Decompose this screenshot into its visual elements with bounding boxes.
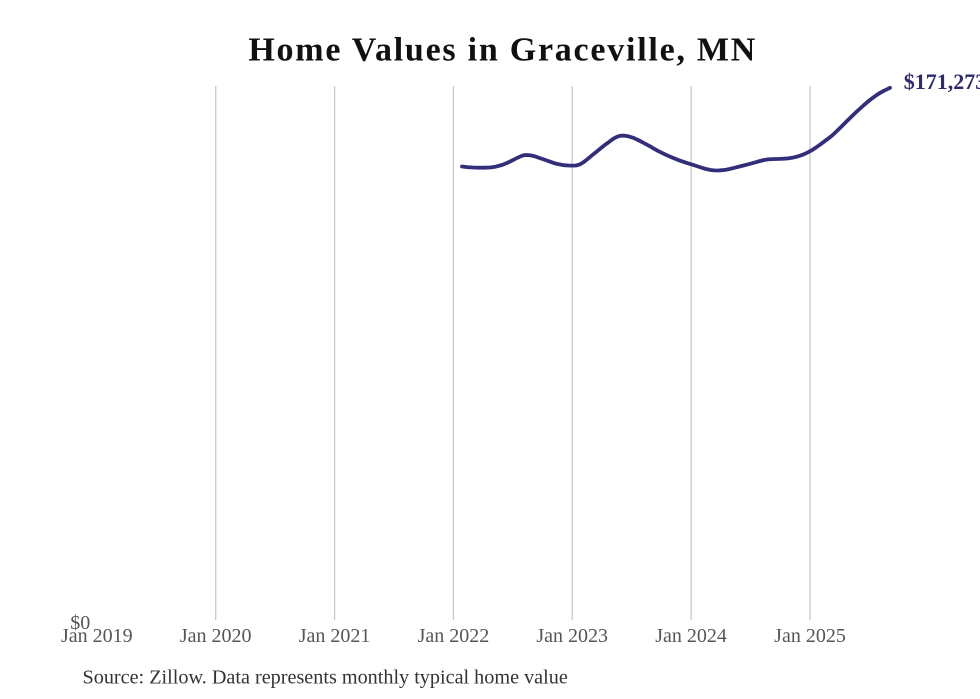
svg-text:Home Values in Graceville, MN: Home Values in Graceville, MN xyxy=(248,32,757,69)
svg-text:Jan 2021: Jan 2021 xyxy=(299,625,371,647)
svg-text:Jan 2025: Jan 2025 xyxy=(774,625,846,647)
svg-text:Jan 2020: Jan 2020 xyxy=(180,625,252,647)
svg-text:$171,273: $171,273 xyxy=(904,69,980,94)
svg-text:Jan 2024: Jan 2024 xyxy=(655,625,727,647)
svg-text:Jan 2022: Jan 2022 xyxy=(418,625,490,647)
svg-text:Source: Zillow. Data represent: Source: Zillow. Data represents monthly … xyxy=(83,667,568,689)
svg-text:Jan 2023: Jan 2023 xyxy=(536,625,608,647)
svg-text:Jan 2019: Jan 2019 xyxy=(61,625,133,647)
svg-text:$0: $0 xyxy=(70,612,90,634)
